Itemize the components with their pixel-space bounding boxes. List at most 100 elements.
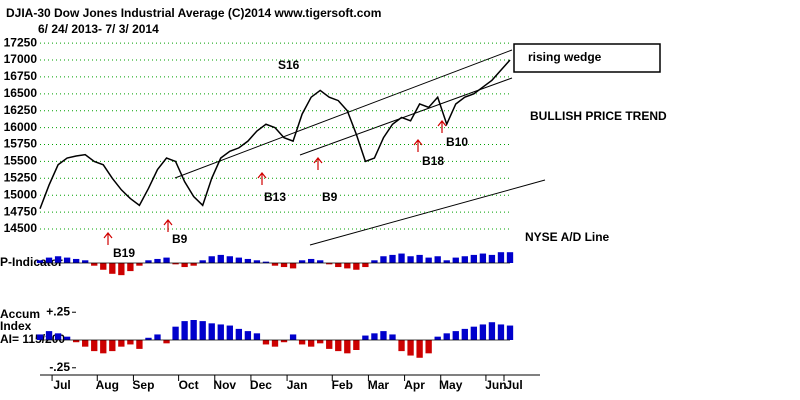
- bar: [380, 256, 387, 263]
- bar: [389, 334, 396, 340]
- bar: [208, 323, 215, 340]
- bar: [479, 253, 487, 263]
- bar: [317, 340, 324, 344]
- bar: [54, 333, 62, 340]
- bar: [280, 340, 288, 343]
- bar: [298, 260, 306, 263]
- bar: [172, 326, 179, 340]
- bar: [289, 334, 297, 340]
- bar: [253, 333, 261, 340]
- bar: [36, 260, 44, 263]
- x-tick-label: Oct: [179, 378, 199, 392]
- chart-title: DJIA-30 Dow Jones Industrial Average (C)…: [6, 6, 381, 20]
- annotation: B10: [446, 135, 468, 149]
- y-tick-label: +.25: [46, 304, 70, 318]
- bar: [416, 340, 423, 358]
- bar: [54, 256, 62, 263]
- bar: [425, 257, 432, 263]
- bar: [452, 331, 459, 340]
- y-tick-label: 17000: [4, 52, 38, 66]
- bar: [127, 263, 134, 272]
- bar: [163, 257, 170, 263]
- bar: [100, 340, 107, 354]
- signal-arrow: [103, 232, 113, 245]
- bar: [63, 257, 71, 263]
- bar: [488, 322, 496, 340]
- bar: [172, 263, 179, 265]
- bar: [443, 260, 450, 263]
- bar: [244, 331, 252, 340]
- bar: [371, 333, 378, 340]
- bar: [226, 256, 233, 263]
- bar: [145, 260, 152, 263]
- signal-arrow: [257, 172, 267, 185]
- bar: [398, 340, 405, 352]
- bar: [163, 340, 170, 344]
- bar: [380, 331, 387, 340]
- bar: [145, 337, 152, 340]
- panel-title: Accum: [0, 307, 40, 321]
- bar: [307, 340, 315, 347]
- bar: [72, 340, 80, 343]
- annotation: B9: [172, 232, 188, 246]
- bar: [271, 340, 279, 347]
- bar: [317, 260, 324, 263]
- bar: [235, 328, 243, 340]
- annotation: B19: [113, 246, 135, 260]
- x-tick-label: Jan: [287, 378, 308, 392]
- bar: [199, 321, 206, 340]
- bar: [118, 263, 125, 276]
- y-tick-label: 15250: [4, 170, 38, 184]
- y-tick-label: 14750: [4, 204, 38, 218]
- bar: [45, 257, 53, 263]
- panel-title: P-Indicator: [0, 255, 63, 269]
- bar: [362, 263, 369, 268]
- bar: [181, 321, 188, 340]
- bar: [506, 325, 514, 340]
- y-tick-label: -.25: [49, 360, 70, 374]
- bar: [362, 335, 369, 340]
- signal-arrow: [313, 157, 323, 170]
- bar: [190, 320, 197, 340]
- bar: [72, 258, 80, 263]
- bar: [425, 340, 432, 354]
- bar: [326, 263, 333, 265]
- bar: [389, 254, 396, 263]
- bar: [470, 254, 478, 263]
- bar: [344, 340, 351, 354]
- bar: [190, 263, 197, 266]
- bar: [434, 336, 441, 340]
- bar: [118, 340, 125, 347]
- bar: [479, 324, 487, 340]
- bar: [443, 333, 450, 340]
- chart-subtitle: 6/ 24/ 2013- 7/ 3/ 2014: [38, 22, 159, 36]
- bar: [506, 252, 514, 263]
- y-tick-label: 15500: [4, 154, 38, 168]
- x-tick-label: Mar: [368, 378, 390, 392]
- y-tick-label: 16500: [4, 86, 38, 100]
- bar: [100, 263, 107, 270]
- bar: [497, 324, 505, 340]
- bar: [63, 336, 71, 340]
- bar: [497, 252, 505, 263]
- bar: [181, 263, 188, 268]
- bar: [434, 256, 441, 263]
- annotation: S16: [278, 58, 300, 72]
- bar: [82, 260, 89, 263]
- bar: [82, 340, 89, 347]
- x-tick-label: Feb: [332, 378, 353, 392]
- bar: [353, 340, 360, 350]
- annotation: B18: [422, 154, 444, 168]
- bar: [307, 258, 315, 263]
- bar: [109, 340, 116, 352]
- y-tick-label: 15000: [4, 187, 38, 201]
- x-tick-label: May: [439, 378, 463, 392]
- bar: [45, 331, 53, 340]
- signal-arrow: [163, 219, 173, 232]
- annotation: B13: [264, 190, 286, 204]
- y-tick-label: 17250: [4, 35, 38, 49]
- bar: [109, 263, 116, 274]
- bar: [289, 263, 297, 269]
- bar: [136, 340, 143, 349]
